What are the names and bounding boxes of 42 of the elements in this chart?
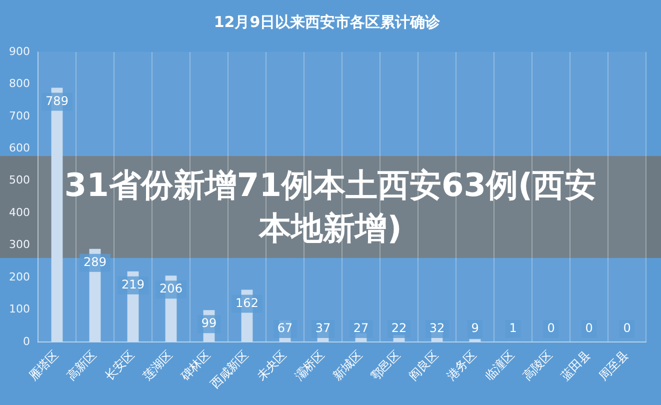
data-label: 22 [391, 321, 407, 336]
data-label: 162 [236, 296, 258, 310]
x-tick-label: 新城区 [330, 348, 366, 383]
data-label: 37 [315, 321, 331, 336]
y-tick-label: 400 [9, 206, 30, 219]
data-label: 27 [353, 321, 369, 336]
y-tick-label: 600 [9, 142, 30, 155]
y-tick-label: 100 [9, 302, 30, 316]
data-label: 0 [585, 321, 593, 336]
x-tick-label: 临潼区 [482, 348, 518, 383]
x-tick-label: 长安区 [102, 348, 138, 383]
data-label: 206 [160, 282, 182, 296]
x-tick-label: 莲湖区 [140, 348, 176, 383]
y-tick-label: 700 [9, 109, 30, 122]
y-tick-label: 0 [23, 334, 30, 348]
data-label: 289 [84, 255, 106, 270]
x-tick-label: 高新区 [64, 348, 100, 383]
x-tick-label: 蓝田县 [558, 348, 594, 383]
data-label: 99 [201, 316, 217, 330]
data-label: 1 [509, 321, 517, 336]
data-label: 32 [429, 321, 445, 336]
x-tick-label: 未央区 [254, 348, 290, 383]
x-tick-label: 高陵区 [520, 348, 556, 383]
x-tick-label: 周至县 [596, 348, 632, 383]
y-tick-label: 800 [9, 77, 30, 90]
data-label: 789 [46, 94, 68, 108]
x-tick-label: 灞桥区 [292, 348, 328, 383]
annotation: 31省份新增71例本土西安63例(西安本地新增) [63, 165, 598, 249]
data-label: 0 [623, 321, 631, 336]
y-tick-label: 300 [9, 238, 30, 252]
chart-title: 12月9日以来西安市各区累计确诊 [214, 12, 442, 31]
y-tick-label: 500 [9, 174, 30, 187]
y-tick-label: 900 [9, 44, 30, 58]
y-tick-label: 200 [9, 270, 30, 284]
x-tick-label: 阎良区 [406, 348, 442, 383]
x-tick-label: 港务区 [444, 348, 480, 383]
x-tick-label: 雁塔区 [26, 348, 62, 383]
data-label: 9 [471, 321, 479, 336]
data-label: 219 [122, 278, 144, 292]
x-tick-label: 鄠邑区 [368, 348, 404, 383]
data-label: 67 [277, 321, 293, 336]
data-label: 0 [547, 321, 555, 336]
